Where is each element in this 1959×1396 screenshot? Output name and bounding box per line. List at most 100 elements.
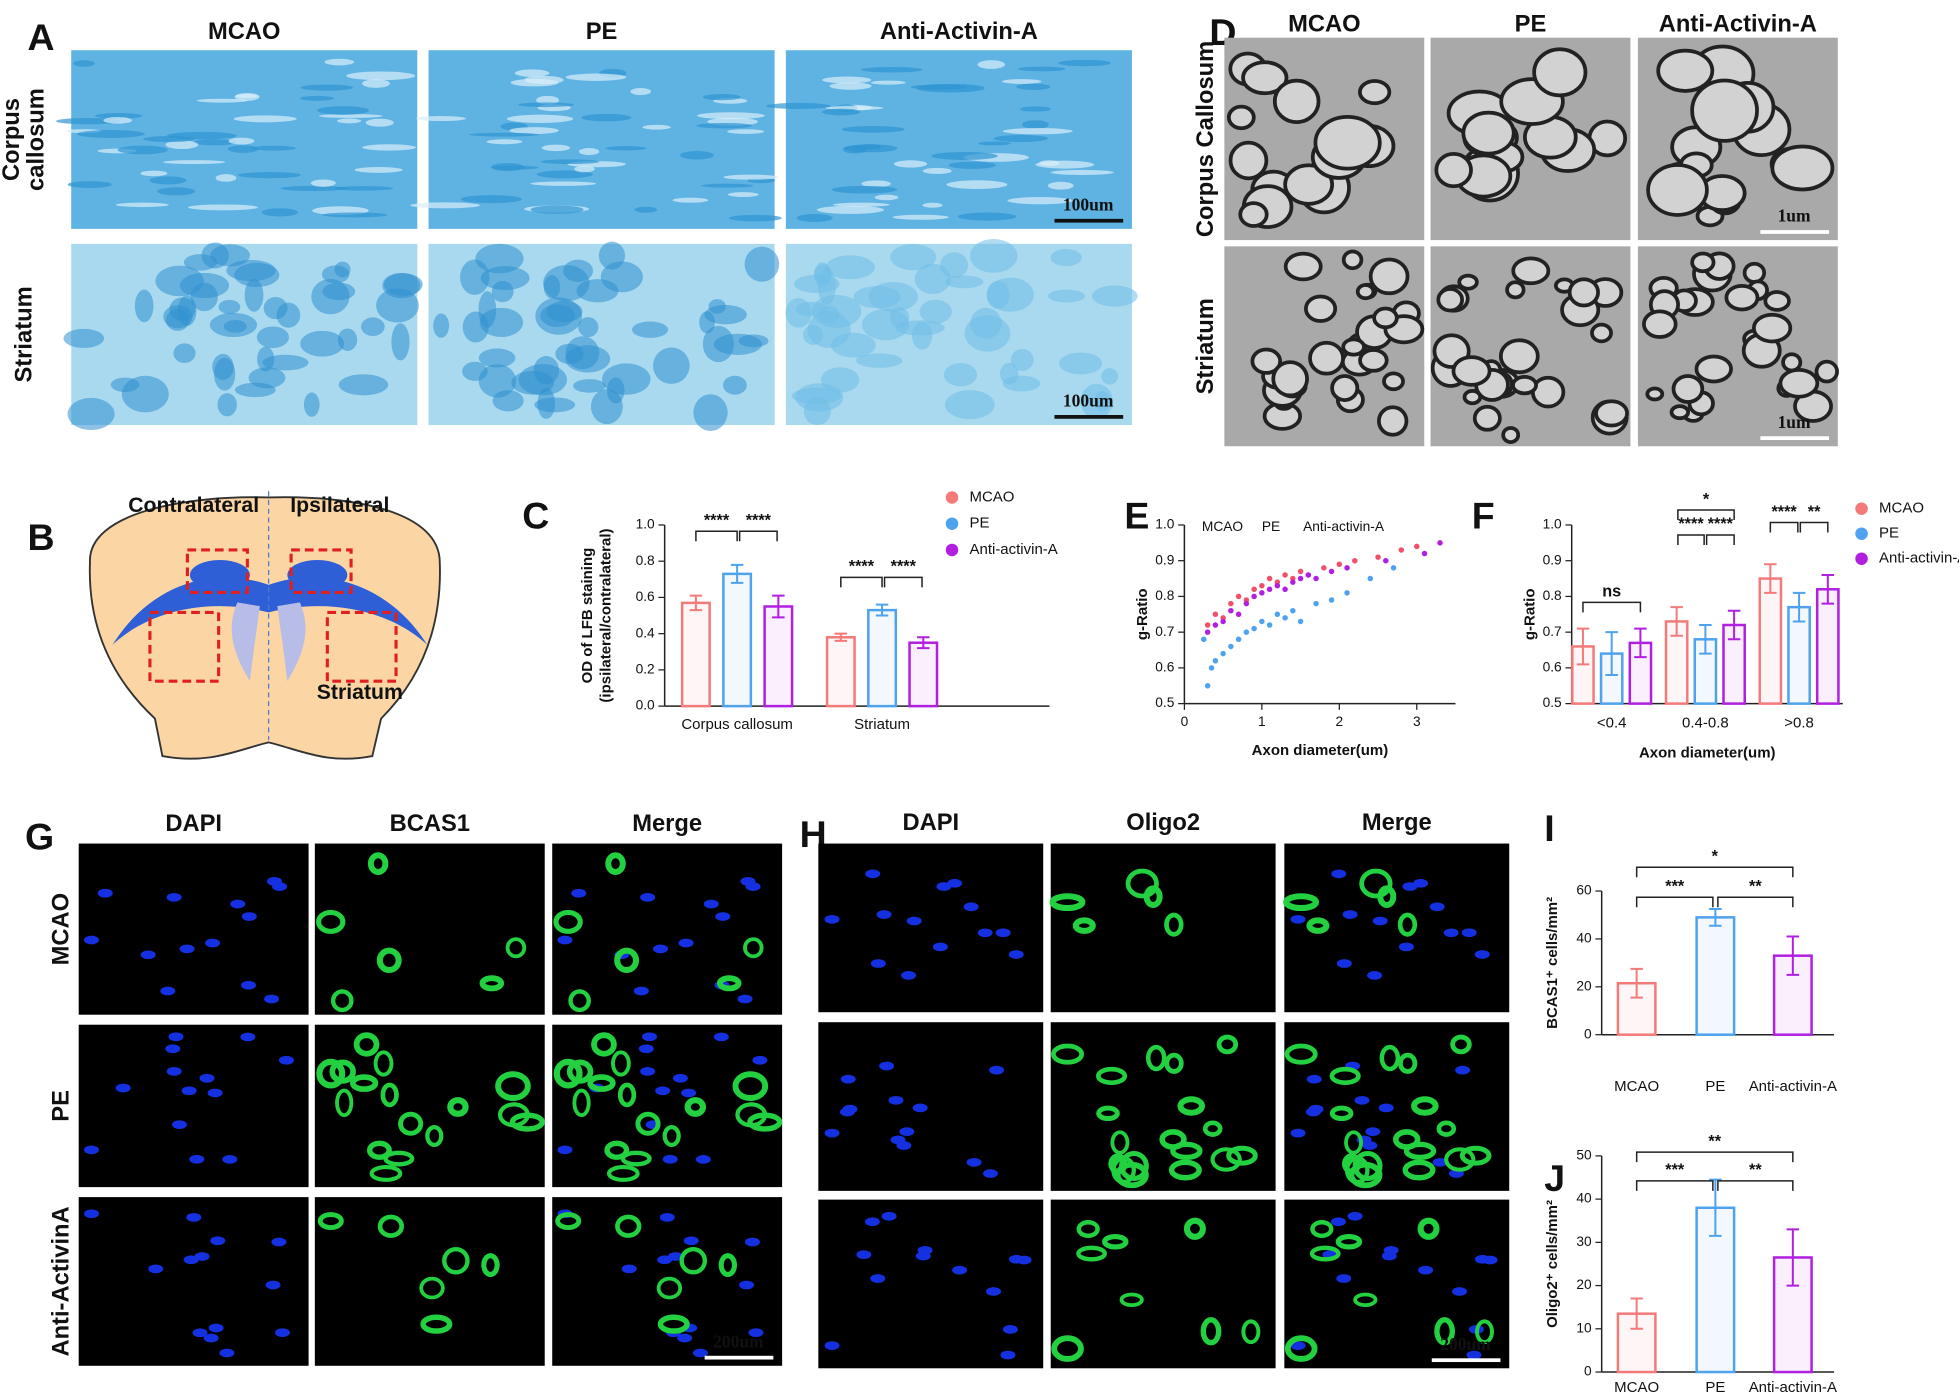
- nucleus: [278, 1055, 294, 1065]
- fiber: [796, 213, 833, 222]
- region-box: [325, 610, 398, 683]
- green-cell: [555, 1212, 582, 1230]
- panel-letter: I: [1544, 807, 1554, 849]
- point: [1212, 622, 1219, 628]
- bundle: [598, 241, 625, 270]
- x-axis-label: Axon diameter(um): [1639, 745, 1776, 762]
- column-header: Merge: [1362, 810, 1432, 836]
- micrograph: [1224, 37, 1425, 241]
- nucleus: [1474, 950, 1490, 959]
- bundle: [217, 393, 237, 417]
- nucleus: [888, 1095, 904, 1105]
- micrograph: [818, 1199, 1044, 1369]
- nucleus: [557, 1145, 573, 1155]
- bundle: [555, 343, 584, 364]
- error-bar: [1764, 563, 1777, 594]
- fiber: [574, 165, 595, 173]
- micrograph: [428, 241, 780, 431]
- point: [1421, 550, 1428, 557]
- legend-label: PE: [970, 515, 990, 532]
- scale-bar-label: 100um: [1063, 391, 1114, 411]
- micrograph: [1637, 246, 1839, 447]
- fiber: [931, 151, 998, 160]
- green-cell: [1283, 893, 1320, 912]
- green-cell: [1170, 1141, 1203, 1160]
- green-cell: [1397, 912, 1418, 937]
- green-cell: [591, 1032, 617, 1057]
- corpus-callosum: [112, 577, 428, 645]
- fiber: [696, 122, 753, 129]
- green-cell: [1417, 1217, 1440, 1240]
- micrograph: [785, 239, 1138, 426]
- bundle: [209, 312, 258, 337]
- nucleus: [653, 944, 669, 954]
- green-cell: [329, 1059, 356, 1084]
- bundle: [475, 243, 524, 274]
- green-cell: [1164, 1052, 1184, 1074]
- nucleus: [692, 1348, 708, 1358]
- bundle: [708, 299, 726, 314]
- point: [1414, 543, 1420, 550]
- y-tick-label: 50: [1576, 1148, 1592, 1163]
- y-tick-label: 20: [1576, 978, 1592, 993]
- image-bg: [314, 843, 545, 1015]
- significance-bracket: [840, 576, 883, 588]
- nucleus: [1413, 878, 1429, 888]
- bundle: [723, 375, 747, 395]
- nucleus: [703, 899, 719, 909]
- bundle: [322, 282, 356, 301]
- x-tick-label: 3: [1413, 714, 1421, 729]
- micrograph: [78, 843, 309, 1015]
- nucleus: [672, 1073, 688, 1083]
- nucleus: [824, 914, 840, 924]
- point: [1375, 554, 1381, 560]
- green-cell: [1398, 1052, 1418, 1074]
- micrograph: [1049, 843, 1276, 1013]
- micrograph: [552, 1024, 783, 1188]
- axon: [1770, 144, 1835, 192]
- fiber: [251, 145, 296, 151]
- axon: [1814, 359, 1839, 384]
- fiber: [679, 151, 714, 160]
- error-bar: [1634, 627, 1647, 659]
- bundle: [853, 286, 901, 309]
- nucleus: [241, 980, 256, 990]
- fiber: [1022, 120, 1049, 129]
- axon: [1671, 374, 1705, 404]
- axon: [1461, 110, 1516, 156]
- fiber: [861, 66, 923, 73]
- scale-bar: [1054, 415, 1124, 419]
- fiber: [829, 82, 872, 90]
- point: [1274, 611, 1281, 618]
- fiber: [227, 145, 259, 153]
- micrograph: [818, 843, 1044, 1013]
- bar: [1695, 916, 1736, 1036]
- fiber: [530, 205, 584, 214]
- fiber: [469, 132, 539, 137]
- x-tick-label: 2: [1335, 714, 1343, 729]
- green-cell: [1119, 1292, 1144, 1307]
- nucleus: [205, 938, 221, 948]
- green-cell: [1145, 1044, 1167, 1072]
- error-bar: [1792, 591, 1806, 623]
- nucleus: [737, 994, 753, 1004]
- nucleus: [192, 1328, 208, 1338]
- micrograph: [818, 1022, 1044, 1191]
- significance-label: *: [1703, 490, 1710, 508]
- green-cell: [1051, 1043, 1085, 1065]
- green-cell: [1434, 1317, 1455, 1346]
- green-cell: [495, 1071, 531, 1101]
- bundle: [1047, 289, 1086, 303]
- bundle: [262, 354, 309, 371]
- nucleus: [640, 1067, 656, 1076]
- nucleus: [752, 1055, 768, 1065]
- axon: [1313, 114, 1382, 171]
- green-cell: [505, 937, 527, 959]
- bundle: [919, 299, 952, 324]
- green-cell: [1096, 1105, 1120, 1122]
- fiber: [822, 76, 872, 84]
- fiber: [702, 93, 741, 101]
- panel-letter: E: [1124, 495, 1149, 537]
- error-bar: [1605, 631, 1618, 677]
- error-bar: [1727, 609, 1741, 641]
